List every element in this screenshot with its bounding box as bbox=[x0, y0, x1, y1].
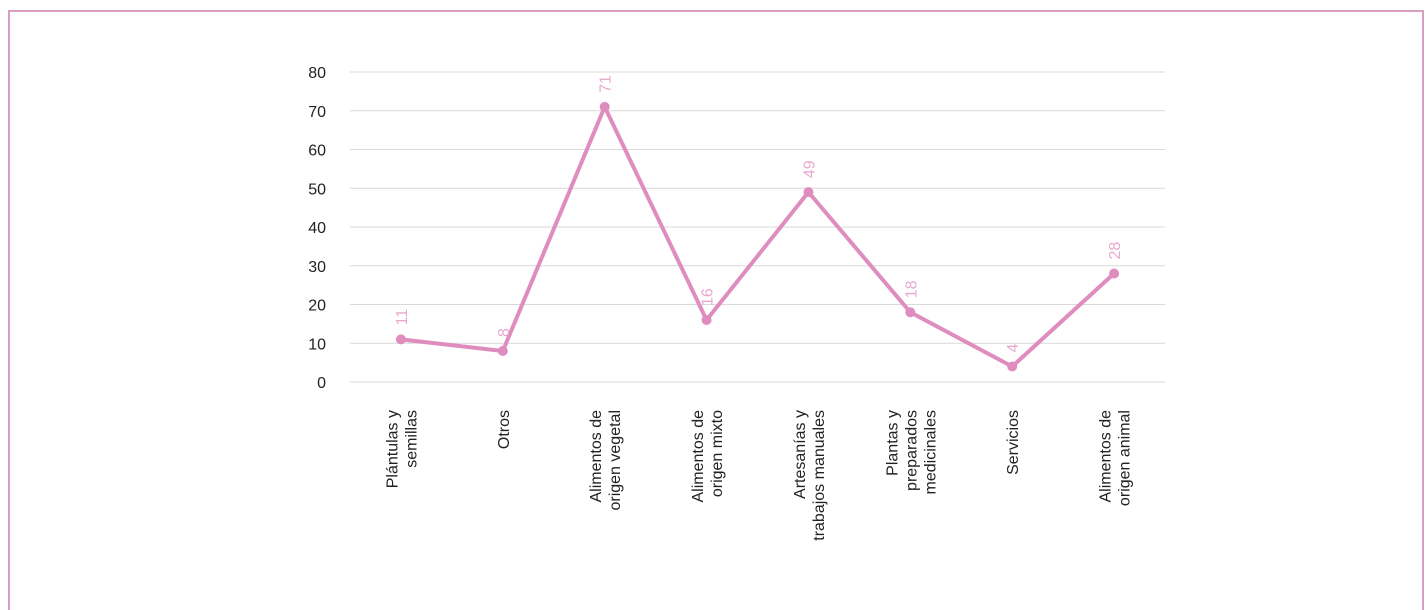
chart-frame bbox=[8, 10, 1424, 610]
data-label: 71 bbox=[598, 75, 615, 93]
x-category-label: origen animal bbox=[1117, 410, 1134, 506]
data-label: 49 bbox=[801, 160, 818, 178]
x-category-label: Servicios bbox=[1005, 410, 1022, 475]
x-category-label: Otros bbox=[496, 410, 513, 449]
data-point bbox=[701, 315, 712, 325]
x-category-label: Alimentos de bbox=[1098, 410, 1115, 503]
data-point bbox=[1109, 268, 1120, 279]
y-tick-label: 70 bbox=[308, 104, 326, 121]
data-label: 28 bbox=[1107, 242, 1124, 260]
x-category-label: origen mixto bbox=[709, 410, 726, 497]
data-point bbox=[803, 187, 814, 198]
data-point bbox=[497, 346, 508, 356]
x-category-label: Plantas y bbox=[884, 410, 901, 476]
x-category-label: trabajos manuales bbox=[811, 410, 828, 541]
data-label: 18 bbox=[903, 280, 920, 298]
x-category-label: Alimentos de bbox=[588, 410, 605, 503]
x-category-label: origen vegetal bbox=[607, 410, 624, 511]
data-label: 4 bbox=[1005, 344, 1022, 353]
data-label: 11 bbox=[394, 309, 411, 326]
x-category-label: Alimentos de bbox=[690, 410, 707, 503]
x-category-label: Plántulas y bbox=[384, 410, 401, 488]
data-label: 16 bbox=[700, 288, 717, 306]
x-category-label: preparados bbox=[903, 410, 920, 491]
y-tick-label: 40 bbox=[308, 220, 326, 237]
y-tick-label: 30 bbox=[308, 259, 326, 276]
series-line bbox=[398, 104, 1117, 369]
data-point bbox=[1007, 361, 1018, 372]
data-label: 8 bbox=[496, 328, 513, 337]
y-tick-label: 60 bbox=[308, 143, 326, 160]
x-category-label: semillas bbox=[403, 410, 420, 468]
y-tick-label: 10 bbox=[308, 336, 326, 353]
data-point bbox=[599, 101, 610, 112]
x-category-label: medicinales bbox=[922, 410, 939, 494]
data-point bbox=[395, 334, 406, 345]
data-point bbox=[905, 307, 916, 318]
y-tick-label: 0 bbox=[317, 375, 326, 392]
y-tick-label: 50 bbox=[308, 181, 326, 198]
y-tick-label: 20 bbox=[308, 298, 326, 315]
y-tick-label: 80 bbox=[308, 65, 326, 82]
x-category-label: Artesanías y bbox=[792, 410, 809, 499]
